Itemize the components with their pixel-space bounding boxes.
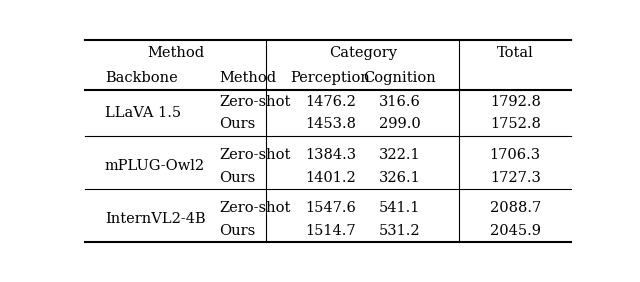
Text: 531.2: 531.2 [379,224,420,238]
Text: 299.0: 299.0 [379,118,420,131]
Text: Ours: Ours [219,171,255,185]
Text: Ours: Ours [219,118,255,131]
Text: LLaVA 1.5: LLaVA 1.5 [105,106,181,120]
Text: Method: Method [147,46,204,60]
Text: 1706.3: 1706.3 [490,148,541,162]
Text: 326.1: 326.1 [379,171,420,185]
Text: 1547.6: 1547.6 [305,201,356,215]
Text: 1384.3: 1384.3 [305,148,356,162]
Text: 1727.3: 1727.3 [490,171,541,185]
Text: Zero-shot: Zero-shot [219,148,291,162]
Text: 2088.7: 2088.7 [490,201,541,215]
Text: 2045.9: 2045.9 [490,224,541,238]
Text: Method: Method [219,71,276,85]
Text: 1401.2: 1401.2 [305,171,356,185]
Text: 316.6: 316.6 [379,95,421,109]
Text: Perception: Perception [291,71,371,85]
Text: Total: Total [497,46,534,60]
Text: 1792.8: 1792.8 [490,95,541,109]
Text: mPLUG-Owl2: mPLUG-Owl2 [105,159,205,173]
Text: 1514.7: 1514.7 [305,224,356,238]
Text: 1453.8: 1453.8 [305,118,356,131]
Text: Zero-shot: Zero-shot [219,201,291,215]
Text: Category: Category [329,46,397,60]
Text: InternVL2-4B: InternVL2-4B [105,213,205,226]
Text: 322.1: 322.1 [379,148,420,162]
Text: Backbone: Backbone [105,71,177,85]
Text: Ours: Ours [219,224,255,238]
Text: Cognition: Cognition [364,71,436,85]
Text: 1476.2: 1476.2 [305,95,356,109]
Text: 541.1: 541.1 [380,201,420,215]
Text: 1752.8: 1752.8 [490,118,541,131]
Text: Zero-shot: Zero-shot [219,95,291,109]
